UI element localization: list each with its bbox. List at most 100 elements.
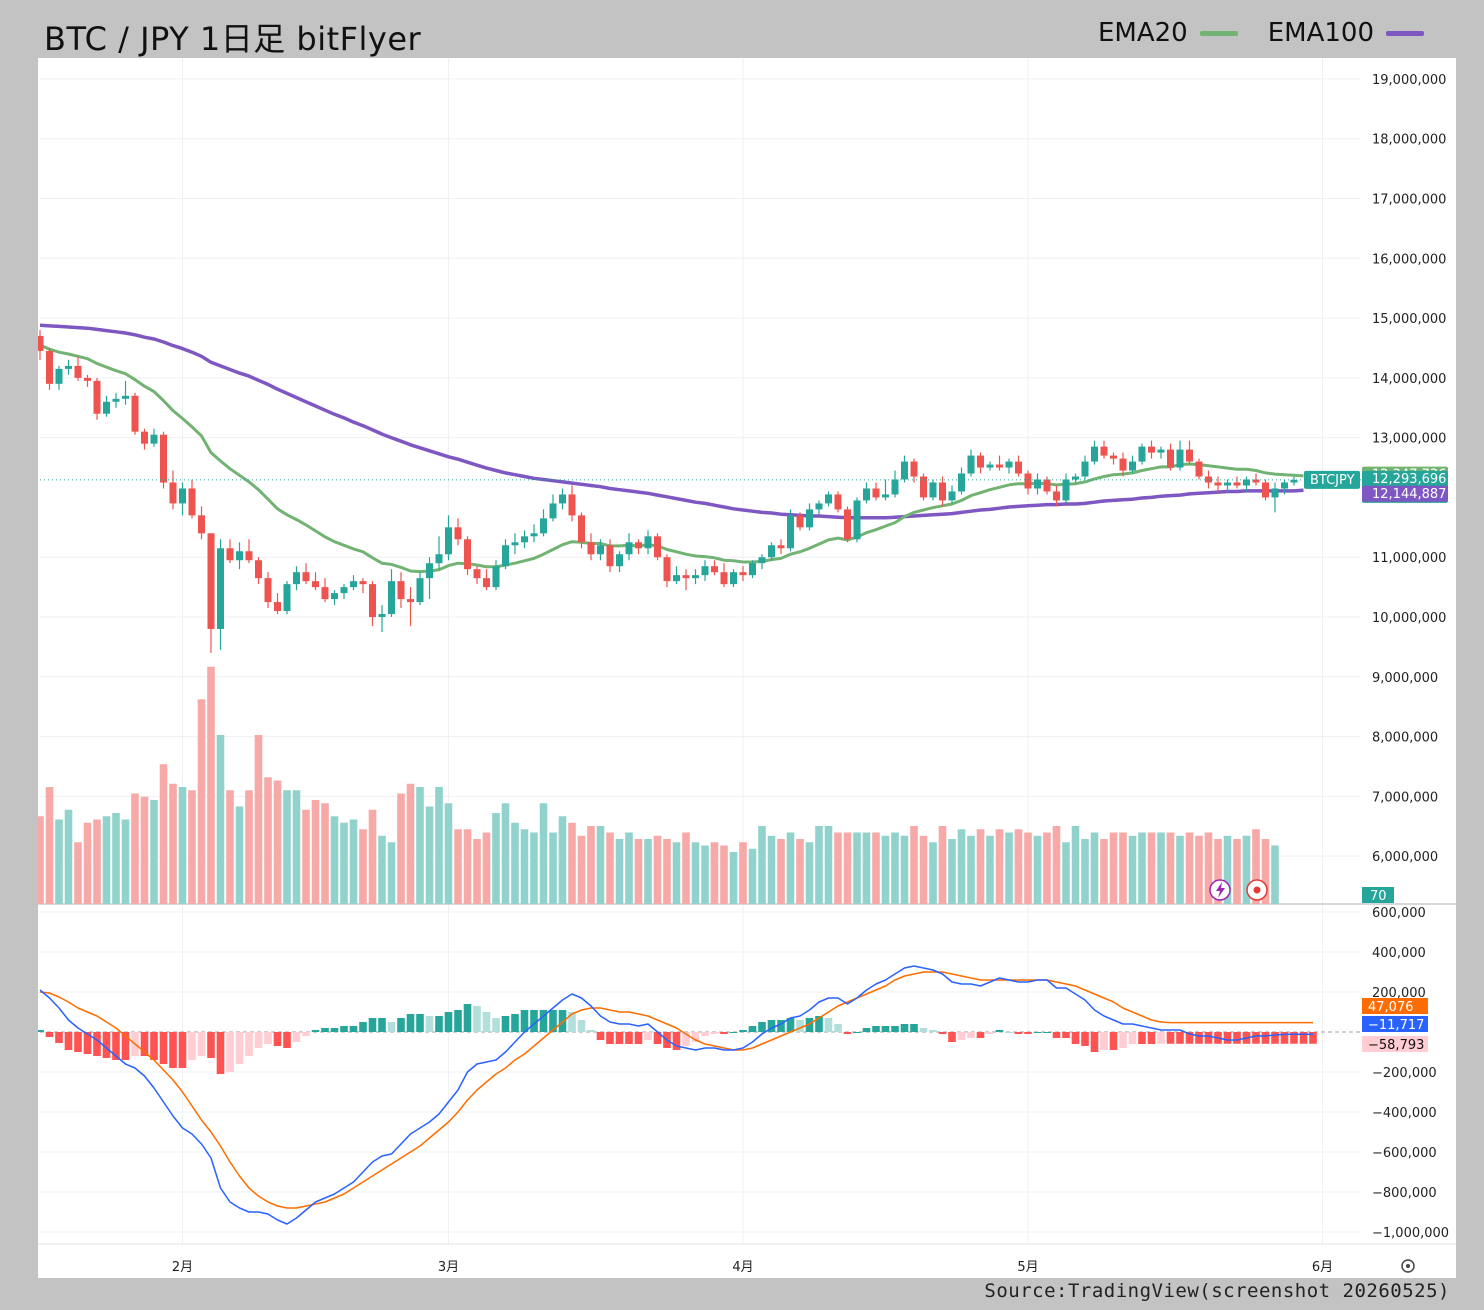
macd-histogram-bar [995, 1030, 1004, 1032]
macd-histogram-bar [387, 1022, 396, 1032]
macd-histogram-bar [777, 1020, 785, 1032]
macd-histogram-bar [121, 1032, 130, 1060]
volume-bar [995, 829, 1004, 904]
macd-histogram-bar [454, 1010, 462, 1032]
macd-histogram-bar [919, 1028, 928, 1032]
macd-histogram-bar [501, 1016, 510, 1032]
candle-body [1224, 482, 1231, 486]
macd-tag-label: −58,793 [1368, 1038, 1424, 1053]
candle-body [815, 503, 823, 510]
candle-body [435, 554, 443, 564]
macd-histogram-bar [558, 1010, 567, 1032]
candle-body [1024, 473, 1032, 489]
macd-histogram-bar [900, 1024, 909, 1032]
volume-bar [131, 793, 139, 904]
candle-body [996, 464, 1003, 468]
volume-bar [235, 806, 244, 904]
chart-title: BTC / JPY 1日足 bitFlyer [44, 20, 422, 58]
candle-body [150, 434, 158, 444]
candle-body [977, 455, 984, 468]
macd-histogram-bar [425, 1016, 434, 1032]
macd-histogram-bar [1166, 1032, 1175, 1044]
time-axis-label: 3月 [438, 1260, 459, 1275]
price-tag-label: 12,144,887 [1372, 487, 1446, 502]
volume-bar [976, 829, 985, 904]
candle-body [587, 542, 595, 555]
volume-bar [226, 790, 234, 904]
volume-bar [463, 829, 472, 904]
macd-histogram-bar [245, 1032, 253, 1056]
volume-bar [1043, 832, 1051, 904]
macd-histogram-bar [596, 1032, 605, 1040]
chart-svg[interactable]: 19,000,000 18,000,000 17,000,000 16,000,000… [38, 58, 1456, 1278]
volume-bar [1195, 835, 1203, 904]
macd-histogram-bar [45, 1032, 54, 1037]
macd-histogram-bar [340, 1026, 348, 1032]
candle-body [340, 587, 348, 594]
macd-histogram-bar [967, 1032, 975, 1038]
candle-body [397, 581, 405, 600]
signal-series [39, 971, 1313, 1209]
macd-axis-label: −600,000 [1372, 1146, 1437, 1161]
volume-bar [1024, 832, 1032, 904]
macd-histogram-bar [330, 1028, 339, 1032]
time-axis-label: 5月 [1017, 1260, 1038, 1275]
macd-histogram-bar [178, 1032, 187, 1068]
macd-histogram-bar [1233, 1032, 1241, 1044]
price-axis-label: 10,000,000 [1372, 611, 1446, 626]
candle-body [84, 377, 91, 381]
macd-histogram-bar [64, 1032, 73, 1050]
volume-bar [786, 832, 795, 904]
volume-bar [492, 813, 500, 904]
candle-body [198, 515, 205, 534]
volume-bar [938, 826, 947, 904]
candle-body [312, 581, 319, 588]
macd-histogram-bar [463, 1004, 472, 1032]
candle-body [416, 578, 424, 603]
macd-panel [38, 965, 1360, 1225]
macd-histogram-bar [853, 1032, 861, 1033]
candle-body [236, 551, 243, 561]
candle-body [616, 554, 623, 567]
candle-body [530, 533, 538, 537]
price-axis-label: 16,000,000 [1372, 252, 1446, 267]
source-caption: Source:TradingView(screenshot 20260525) [984, 1280, 1450, 1302]
volume-bar [302, 809, 310, 904]
macd-histogram-bar [321, 1028, 329, 1032]
volume-bar [805, 842, 814, 904]
candle-body [939, 482, 946, 501]
macd-histogram-bar [150, 1032, 158, 1060]
macd-histogram-bar [615, 1032, 624, 1044]
candle-body [473, 569, 481, 579]
macd-histogram-bar [1052, 1032, 1061, 1038]
volume-bar [777, 839, 785, 904]
chart-frame[interactable]: 19,000,000 18,000,000 17,000,000 16,000,000… [38, 58, 1456, 1278]
volume-bar [197, 699, 206, 904]
candle-body [1034, 479, 1041, 489]
macd-histogram-bar [1043, 1032, 1051, 1033]
candle-body [274, 602, 281, 612]
volume-bar [501, 803, 510, 904]
macd-histogram-bar [957, 1032, 966, 1040]
candle-body [578, 515, 585, 543]
volume-bar [330, 816, 339, 904]
price-axis-label: 11,000,000 [1372, 551, 1446, 566]
macd-histogram-bar [1109, 1032, 1118, 1050]
macd-histogram-bar [254, 1032, 263, 1048]
volume-bar [1176, 835, 1184, 904]
volume-bar [188, 790, 196, 904]
candle-body [967, 455, 975, 474]
volume-bar [292, 790, 301, 904]
volume-bar [530, 832, 538, 904]
candle-body [730, 572, 737, 585]
macd-histogram-bar [539, 1010, 548, 1032]
candle-body [1100, 446, 1108, 456]
macd-tag-bg [1362, 1016, 1428, 1032]
candle-body [521, 536, 528, 543]
macd-histogram-bar [710, 1032, 719, 1034]
volume-bar [834, 832, 842, 904]
macd-histogram-bar [1033, 1032, 1042, 1033]
candle-body [502, 545, 509, 567]
candle-body [359, 581, 367, 585]
candle-body [1129, 461, 1136, 471]
